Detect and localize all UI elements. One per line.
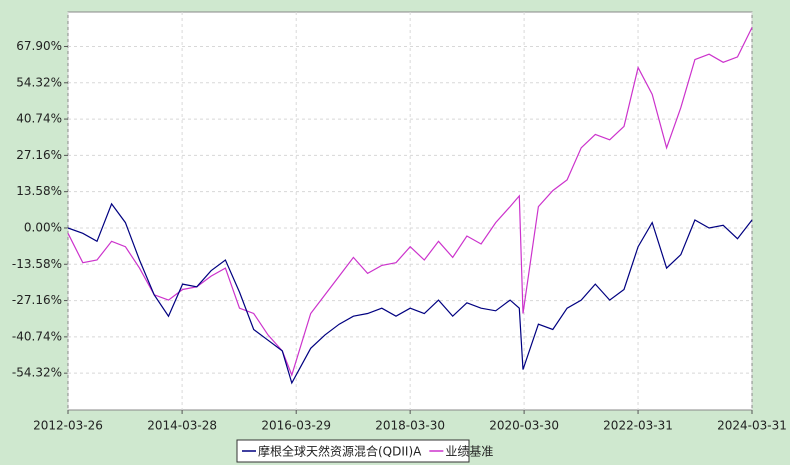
x-tick-label: 2020-03-30 — [489, 419, 559, 433]
y-tick-label: 0.00% — [24, 220, 62, 234]
y-tick-label: 67.90% — [16, 39, 62, 53]
y-tick-label: 40.74% — [16, 112, 62, 126]
y-tick-label: -13.58% — [12, 257, 62, 271]
y-tick-label: -40.74% — [12, 329, 62, 343]
x-tick-label: 2012-03-26 — [33, 419, 103, 433]
legend-label: 摩根全球天然资源混合(QDII)A — [258, 444, 422, 459]
x-tick-label: 2014-03-28 — [147, 419, 217, 433]
y-tick-label: 54.32% — [16, 75, 62, 89]
y-tick-label: -27.16% — [12, 293, 62, 307]
legend-label: 业绩基准 — [445, 445, 493, 459]
marks — [67, 27, 753, 385]
series-line — [67, 27, 753, 377]
y-tick-label: 13.58% — [16, 184, 62, 198]
legend-items: 摩根全球天然资源混合(QDII)A 业绩基准 — [242, 444, 493, 459]
x-tick-label: 2024-03-31 — [717, 419, 787, 433]
x-tick-label: 2022-03-31 — [603, 419, 673, 433]
grid: -54.32% -40.74% -27.16% -13.58% 0.00% 13.58% 2… — [12, 12, 787, 433]
y-tick-label: -54.32% — [12, 366, 62, 380]
series-line — [67, 202, 753, 385]
legend — [236, 439, 470, 463]
x-tick-label: 2016-03-29 — [261, 419, 331, 433]
x-tick-label: 2018-03-30 — [375, 419, 445, 433]
y-tick-label: 27.16% — [16, 148, 62, 162]
